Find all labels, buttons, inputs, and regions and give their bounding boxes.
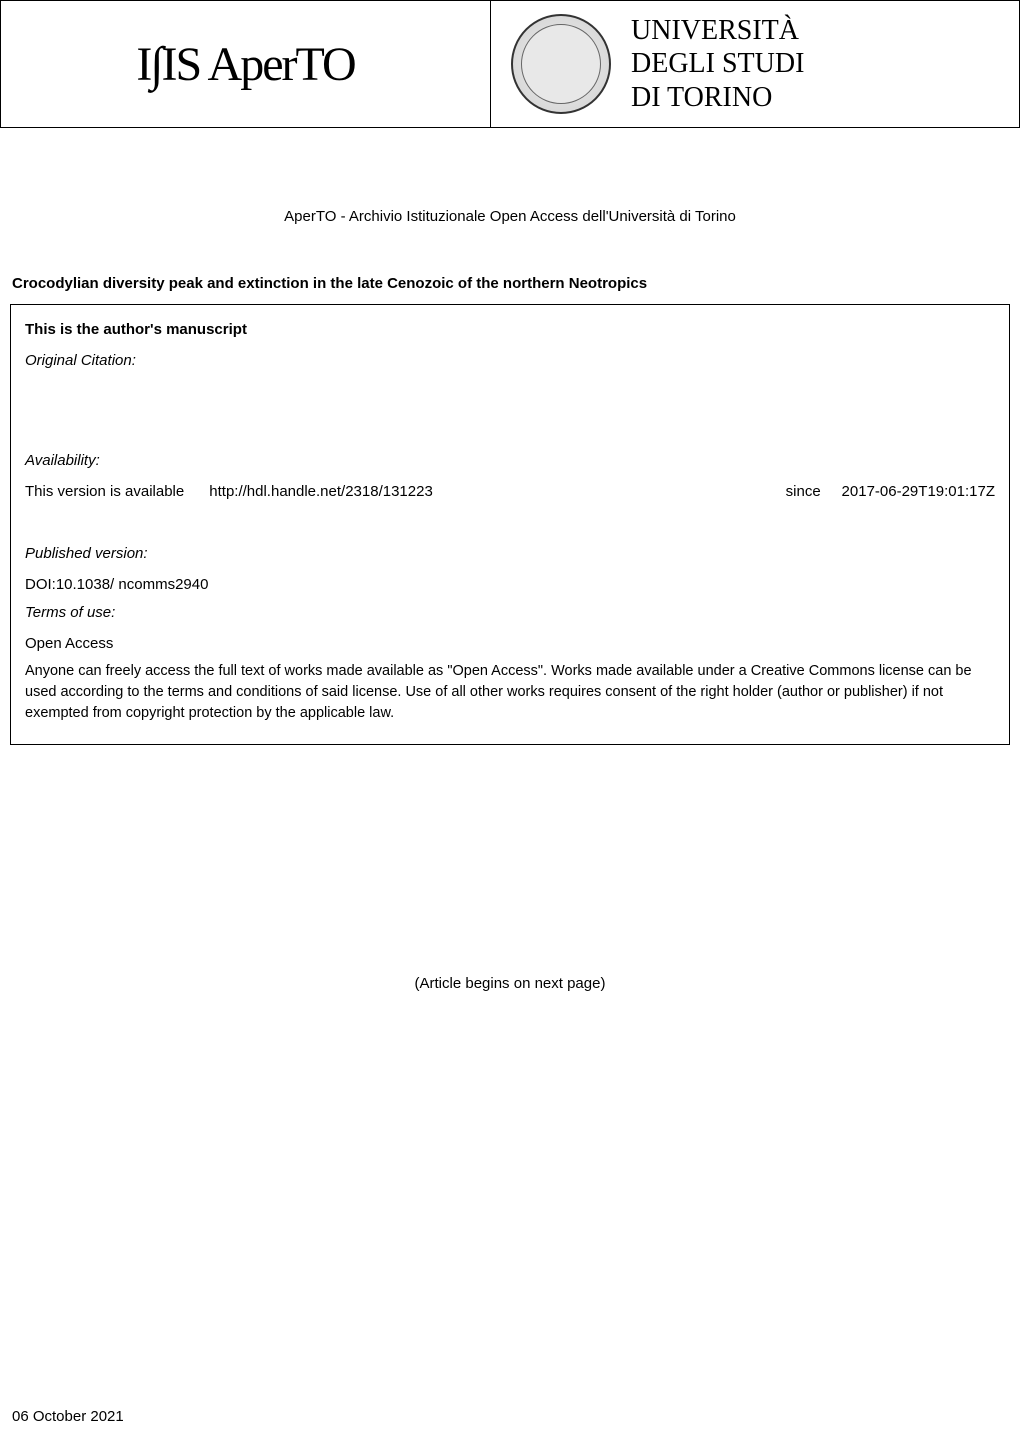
version-line: This version is available http://hdl.han… [25, 481, 995, 504]
metadata-box: This is the author's manuscript Original… [10, 304, 1010, 745]
footer-date: 06 October 2021 [12, 1408, 124, 1425]
manuscript-label: This is the author's manuscript [25, 319, 995, 342]
university-line-1: UNIVERSITÀ [631, 14, 804, 48]
page-header: I∫IS AperTO UNIVERSITÀ DEGLI STUDI DI TO… [0, 0, 1020, 128]
open-access-description: Anyone can freely access the full text o… [25, 661, 995, 724]
archive-subtitle: AperTO - Archivio Istituzionale Open Acc… [0, 208, 1020, 225]
terms-label: Terms of use: [25, 602, 995, 625]
citation-label: Original Citation: [25, 350, 995, 373]
published-version-label: Published version: [25, 543, 995, 566]
doi-value: DOI:10.1038/ ncomms2940 [25, 574, 995, 597]
handle-url[interactable]: http://hdl.handle.net/2318/131223 [209, 483, 433, 500]
article-begins-note: (Article begins on next page) [0, 975, 1020, 992]
university-panel: UNIVERSITÀ DEGLI STUDI DI TORINO [491, 1, 1019, 127]
spacer [25, 503, 995, 543]
since-label: since [786, 483, 821, 500]
version-available-text: This version is available http://hdl.han… [25, 481, 433, 504]
since-timestamp: since 2017-06-29T19:01:17Z [786, 481, 995, 504]
spacer [25, 380, 995, 450]
university-name: UNIVERSITÀ DEGLI STUDI DI TORINO [631, 14, 804, 115]
aperto-logo-panel: I∫IS AperTO [1, 1, 491, 127]
university-seal-icon [511, 14, 611, 114]
version-available-label: This version is available [25, 483, 184, 500]
seal-inner-icon [521, 24, 601, 104]
availability-label: Availability: [25, 450, 995, 473]
open-access-label: Open Access [25, 633, 995, 656]
university-line-3: DI TORINO [631, 81, 804, 115]
timestamp-value: 2017-06-29T19:01:17Z [842, 483, 995, 500]
university-line-2: DEGLI STUDI [631, 47, 804, 81]
document-title: Crocodylian diversity peak and extinctio… [12, 275, 1020, 292]
aperto-logo-text: I∫IS AperTO [136, 37, 354, 92]
